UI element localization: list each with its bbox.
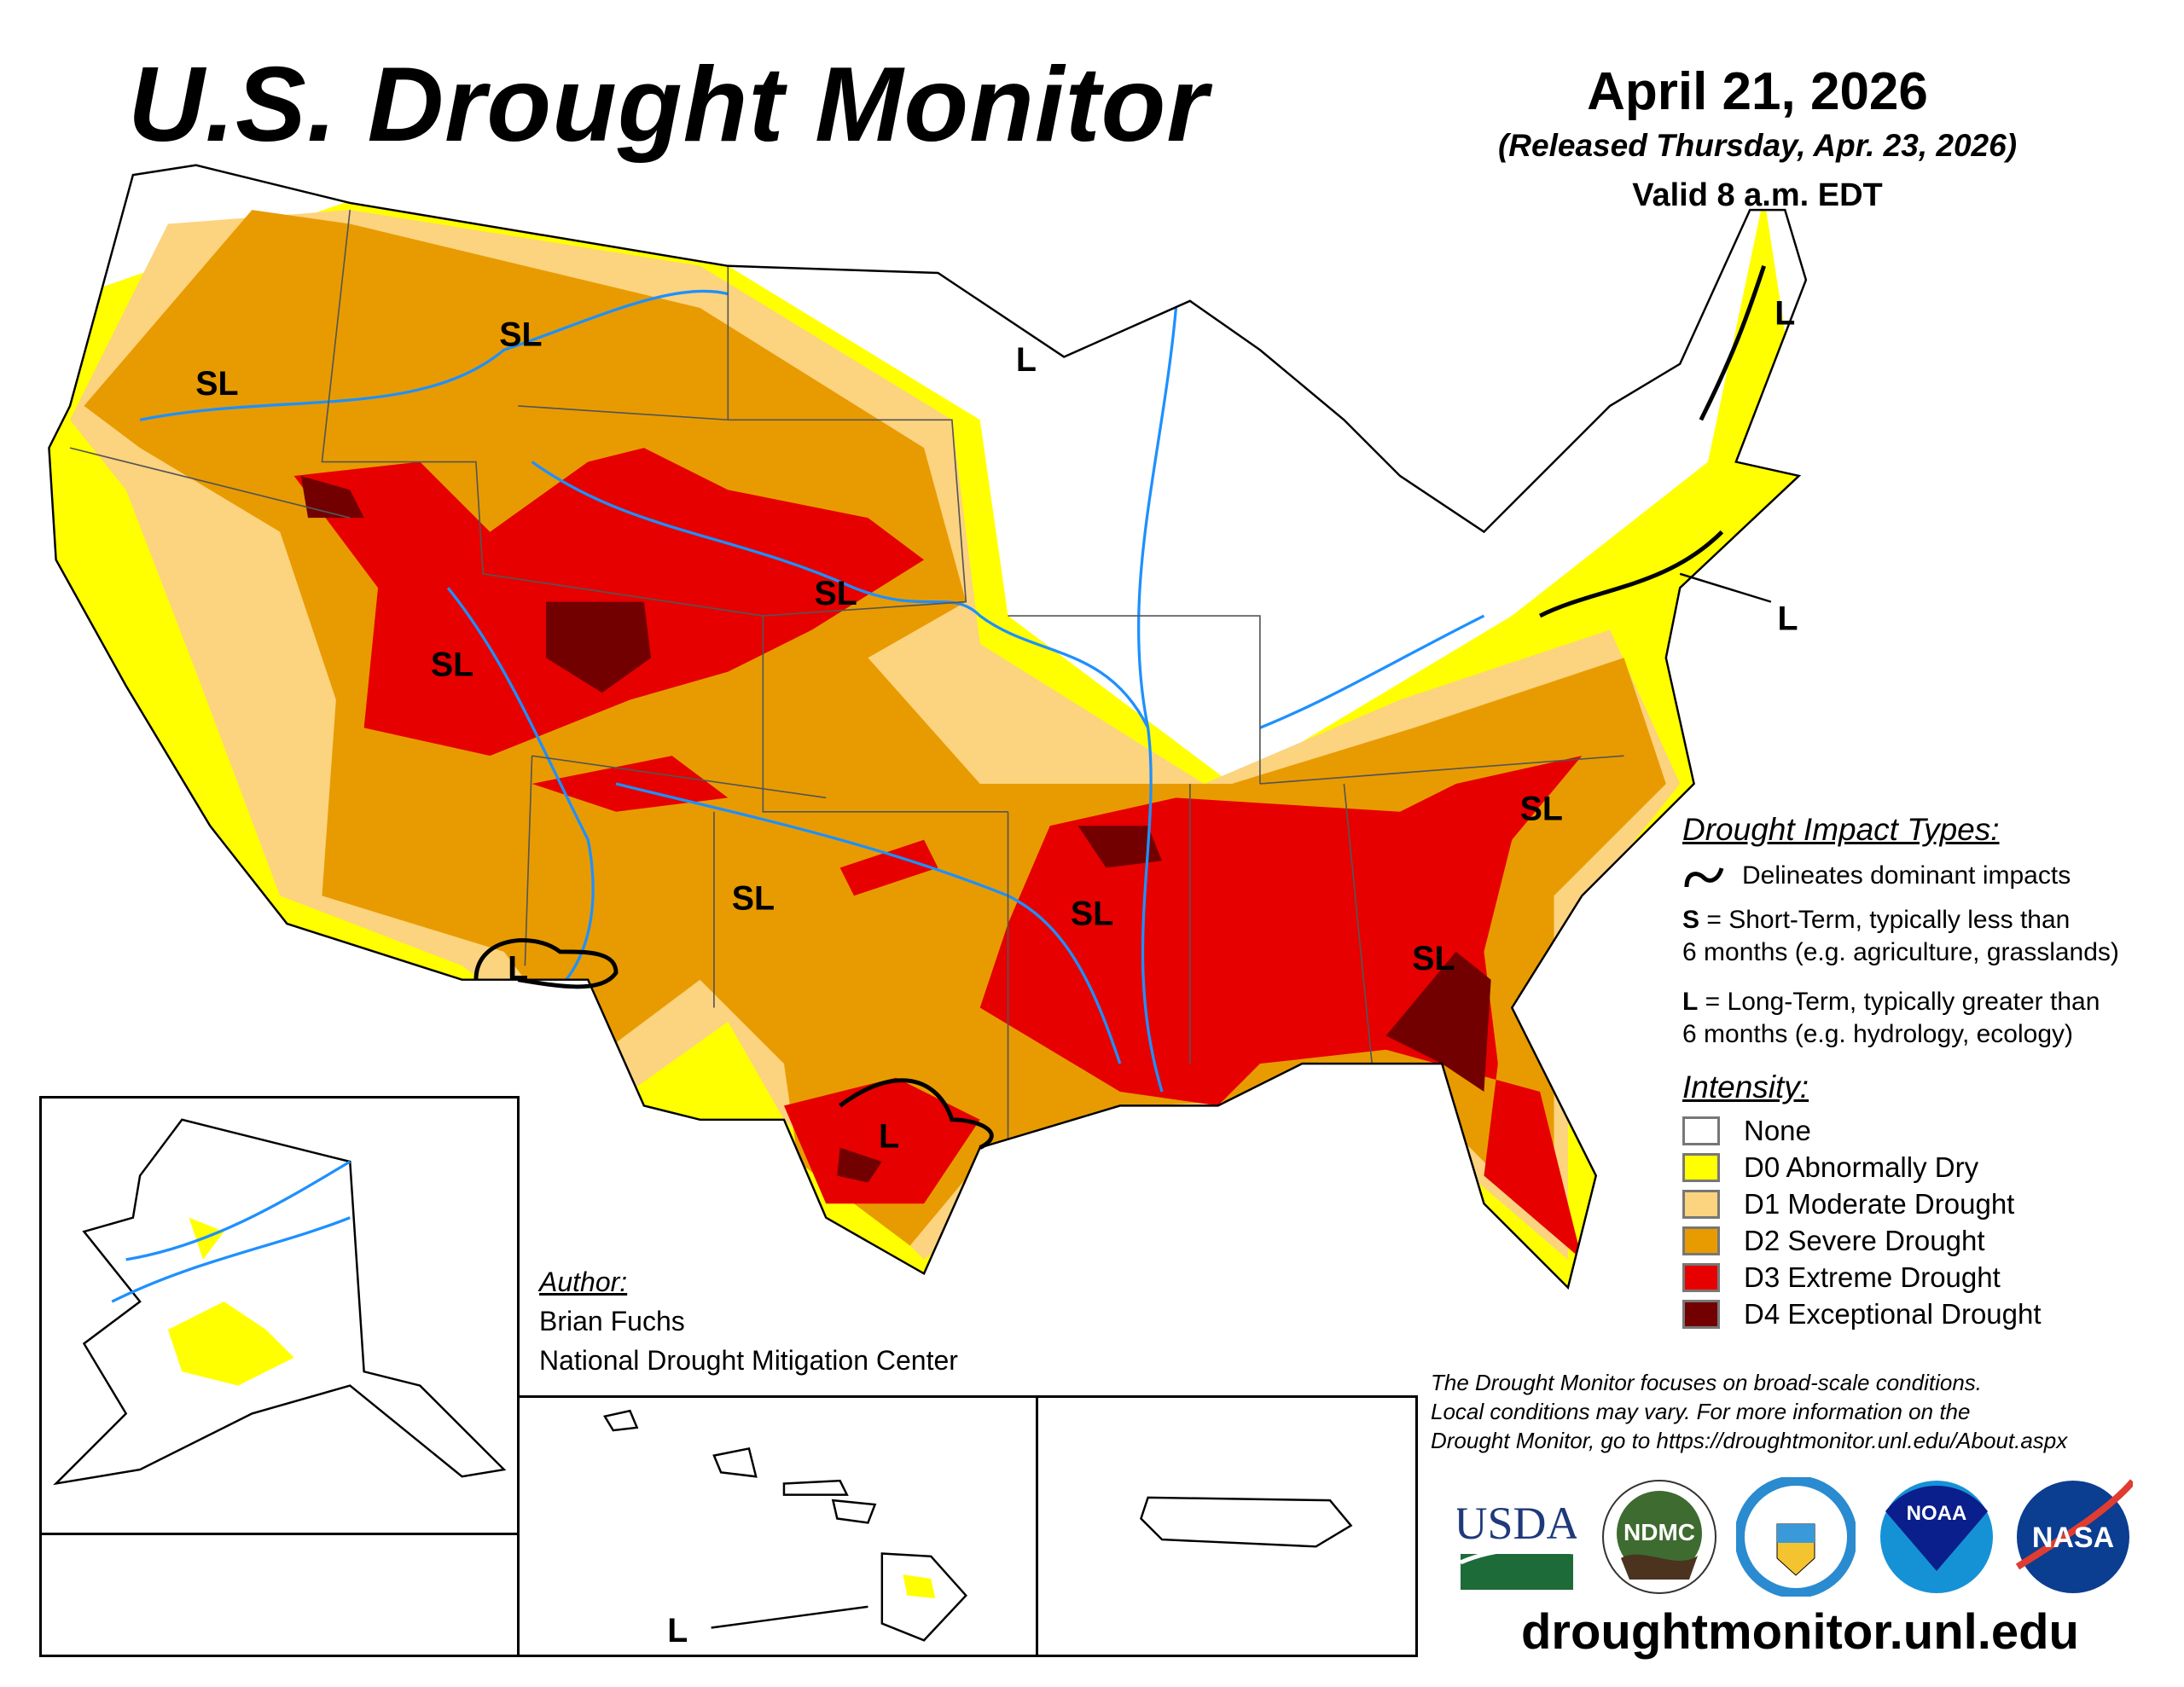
impact-label: SL [1520, 791, 1563, 828]
s-key: S [1682, 906, 1700, 934]
legend-swatch [1682, 1299, 1720, 1329]
delineates-text: Delineates dominant impacts [1742, 861, 2071, 890]
l-text-2: 6 months (e.g. hydrology, ecology) [1682, 1020, 2074, 1048]
commerce-logo [1736, 1477, 1856, 1597]
impact-line-icon [1684, 867, 1724, 888]
legend-label: None [1744, 1114, 1811, 1146]
hawaii-box [517, 1395, 1038, 1657]
legend-swatch [1682, 1226, 1720, 1255]
rivers [139, 289, 1485, 1093]
impact-label: L [1774, 295, 1795, 333]
legend-label: D3 Extreme Drought [1744, 1261, 2001, 1293]
impact-label: SL [431, 646, 473, 684]
hawaii-inset [602, 1409, 967, 1642]
puerto-rico [1140, 1496, 1353, 1548]
impact-types-heading: Drought Impact Types: [1682, 812, 2000, 847]
author-heading: Author: [539, 1267, 628, 1297]
impact-lines [473, 265, 1766, 1150]
website-url[interactable]: droughtmonitor.unl.edu [1520, 1604, 2079, 1660]
legend-swatch [1682, 1262, 1720, 1292]
legend-swatch [1682, 1152, 1720, 1182]
legend-label: D1 Moderate Drought [1744, 1187, 2015, 1220]
ndmc-logo: NDMC [1602, 1480, 1716, 1594]
l-key: L [1682, 988, 1699, 1016]
impact-label: SL [195, 365, 238, 403]
s-text: = Short-Term, typically less than [1699, 906, 2071, 934]
svg-text:NASA: NASA [2032, 1522, 2114, 1554]
d4-area [300, 475, 1491, 1183]
l-text: = Long-Term, typically greater than [1698, 988, 2100, 1016]
impact-label: SL [1071, 896, 1113, 933]
legend-label: D4 Exceptional Drought [1744, 1297, 2042, 1330]
s-text-2: 6 months (e.g. agriculture, grasslands) [1682, 938, 2119, 966]
noaa-logo: NOAA [1880, 1481, 1993, 1593]
svg-text:USDA: USDA [1457, 1498, 1577, 1549]
note-line: Drought Monitor, go to https://droughtmo… [1431, 1428, 2068, 1453]
impact-label: SL [499, 316, 542, 353]
legend-swatch [1682, 1116, 1720, 1145]
legend-label: D2 Severe Drought [1744, 1224, 1985, 1256]
nasa-logo: NASA [2015, 1479, 2133, 1593]
author-name: Brian Fuchs [539, 1306, 685, 1336]
legend-item: D0 Abnormally Dry [1682, 1149, 2177, 1186]
impact-label: SL [1412, 940, 1455, 977]
state-borders [69, 210, 1624, 1148]
impact-label: L [667, 1612, 688, 1649]
legend-item: None [1682, 1112, 2177, 1149]
alaska-inset [53, 1118, 507, 1486]
impact-label: SL [815, 575, 857, 612]
svg-text:NOAA: NOAA [1907, 1502, 1967, 1525]
valid-time: Valid 8 a.m. EDT [1632, 177, 1883, 213]
footer-note: The Drought Monitor focuses on broad-sca… [1431, 1368, 2067, 1455]
puerto-rico-box [1036, 1395, 1418, 1657]
legend-item: D2 Severe Drought [1682, 1222, 2177, 1259]
legend-item: D4 Exceptional Drought [1682, 1296, 2177, 1332]
legend-item: D3 Extreme Drought [1682, 1259, 2177, 1296]
usda-logo: USDA [1457, 1498, 1577, 1590]
legend-item: D1 Moderate Drought [1682, 1186, 2177, 1222]
intensity-heading: Intensity: [1682, 1070, 1809, 1104]
author-block: Author: Brian Fuchs National Drought Mit… [539, 1262, 958, 1380]
impact-label: SL [732, 880, 775, 918]
page-title: U.S. Drought Monitor [128, 46, 1209, 164]
legend-label: D0 Abnormally Dry [1744, 1151, 1979, 1183]
impact-label: L [1778, 600, 1798, 637]
legend: Drought Impact Types: Delineates dominan… [1682, 812, 2177, 1332]
map-date: April 21, 2026 [1587, 62, 1928, 121]
intensity-legend: None D0 Abnormally Dry D1 Moderate Drought… [1682, 1112, 2177, 1332]
impact-label: L [1016, 341, 1037, 379]
release-date: (Released Thursday, Apr. 23, 2026) [1497, 128, 2018, 163]
author-org: National Drought Mitigation Center [539, 1345, 958, 1376]
alaska-box [39, 1096, 520, 1657]
note-line: Local conditions may vary. For more info… [1431, 1399, 1971, 1424]
impact-label: L [508, 950, 528, 988]
impact-labels: SL SL L L L SL SL SL SL SL SL L L L [195, 295, 1798, 1649]
note-line: The Drought Monitor focuses on broad-sca… [1431, 1370, 1983, 1395]
legend-swatch [1682, 1189, 1720, 1219]
alaska-divider [39, 1533, 520, 1535]
impact-label: L [879, 1118, 899, 1156]
svg-text:NDMC: NDMC [1623, 1519, 1695, 1545]
